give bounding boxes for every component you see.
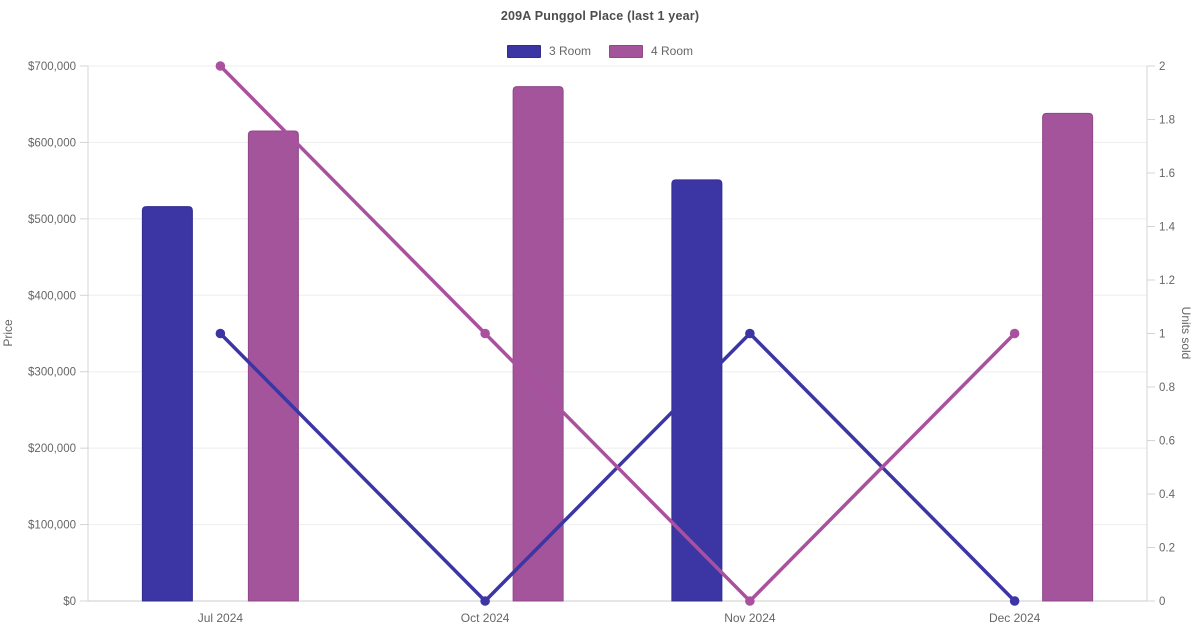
right-tick-label: 1.6 (1159, 168, 1175, 180)
legend-swatch-4-room (609, 44, 643, 58)
right-tick-label: 1.4 (1159, 222, 1176, 234)
left-tick-label: $400,000 (28, 290, 76, 302)
chart-legend: 3 Room 4 Room (0, 43, 1200, 59)
left-tick-label: $100,000 (28, 520, 76, 532)
legend-label-3-room: 3 Room (548, 44, 591, 58)
point-4-room-oct-2024 (480, 328, 490, 339)
point-4-room-nov-2024 (745, 596, 755, 606)
right-tick-label: 0 (1159, 596, 1165, 608)
point-3-room-dec-2024 (1009, 596, 1020, 606)
bar-4-room-oct-2024 (512, 86, 564, 602)
point-3-room-jul-2024 (215, 328, 226, 339)
right-tick-label: 1.8 (1159, 115, 1175, 127)
right-tick-label: 2 (1159, 61, 1165, 73)
legend-label-4-room: 4 Room (651, 44, 694, 58)
x-tick-label: Jul 2024 (198, 611, 244, 625)
bar-3-room-nov-2024 (671, 179, 723, 602)
point-3-room-nov-2024 (745, 328, 755, 339)
left-tick-label: $700,000 (28, 61, 76, 73)
right-tick-label: 0.8 (1159, 382, 1175, 394)
left-tick-label: $500,000 (28, 214, 76, 226)
legend-swatch-3-room (506, 44, 541, 58)
left-tick-label: $600,000 (28, 137, 76, 149)
right-tick-label: 1.2 (1159, 275, 1175, 287)
legend-item-4-room: 4 Room (609, 44, 693, 58)
point-3-room-oct-2024 (480, 596, 490, 606)
legend-item-3-room: 3 Room (506, 44, 591, 58)
x-tick-label: Dec 2024 (989, 611, 1041, 625)
right-tick-label: 0.6 (1159, 436, 1175, 448)
left-tick-label: $300,000 (28, 367, 76, 379)
bar-3-room-jul-2024 (141, 206, 193, 602)
chart-title: 209A Punggol Place (last 1 year) (500, 9, 700, 23)
left-tick-label: $200,000 (28, 443, 76, 455)
right-tick-label: 0.4 (1159, 489, 1176, 501)
point-4-room-jul-2024 (215, 61, 226, 71)
line-4-room (218, 64, 1017, 603)
right-tick-label: 1 (1159, 329, 1165, 341)
point-4-room-dec-2024 (1009, 328, 1020, 339)
x-tick-label: Oct 2024 (461, 611, 510, 625)
bar-4-room-jul-2024 (247, 130, 299, 602)
x-tick-label: Nov 2024 (724, 611, 776, 625)
left-tick-label: $0 (63, 596, 76, 608)
right-tick-label: 0.2 (1159, 543, 1175, 555)
bar-4-room-dec-2024 (1042, 112, 1094, 602)
